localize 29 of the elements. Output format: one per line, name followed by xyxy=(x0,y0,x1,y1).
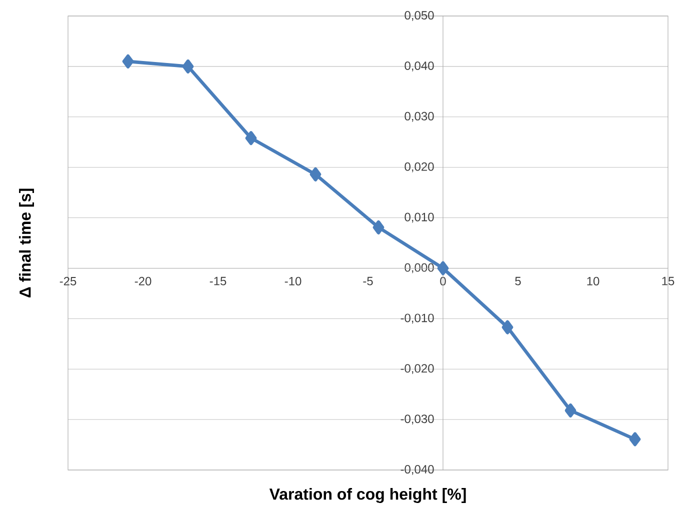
point xyxy=(182,59,194,74)
y-tick-label: 0,030 xyxy=(404,112,434,122)
x-tick-label: -20 xyxy=(134,276,152,286)
x-tick-label: -5 xyxy=(363,276,373,286)
x-tick-label: 10 xyxy=(587,276,600,286)
x-tick-label: -25 xyxy=(60,276,76,286)
y-tick-label: 0,040 xyxy=(404,61,434,72)
y-axis-title: Δ final time [s] xyxy=(19,188,34,298)
x-tick-label: -10 xyxy=(284,276,302,286)
x-tick-label: 0 xyxy=(440,276,446,286)
point xyxy=(564,403,576,418)
x-tick-label: 15 xyxy=(662,276,674,286)
y-tick-label: -0,010 xyxy=(400,314,434,324)
point xyxy=(310,167,322,182)
y-tick-label: -0,040 xyxy=(400,465,434,475)
y-tick-label: 0,020 xyxy=(404,162,434,172)
y-tick-label: -0,030 xyxy=(400,414,434,424)
y-tick-label: 0,050 xyxy=(404,11,434,21)
y-tick-label: 0,010 xyxy=(404,212,434,223)
point xyxy=(437,261,449,276)
point xyxy=(629,432,641,446)
point xyxy=(245,131,257,146)
point xyxy=(122,54,134,68)
x-axis-title: Varation of cog height [%] xyxy=(269,488,466,504)
y-tick-label: -0,020 xyxy=(400,364,434,374)
point xyxy=(502,320,514,334)
x-tick-label: 5 xyxy=(515,276,521,286)
x-tick-label: -15 xyxy=(210,276,226,286)
point xyxy=(372,220,384,234)
